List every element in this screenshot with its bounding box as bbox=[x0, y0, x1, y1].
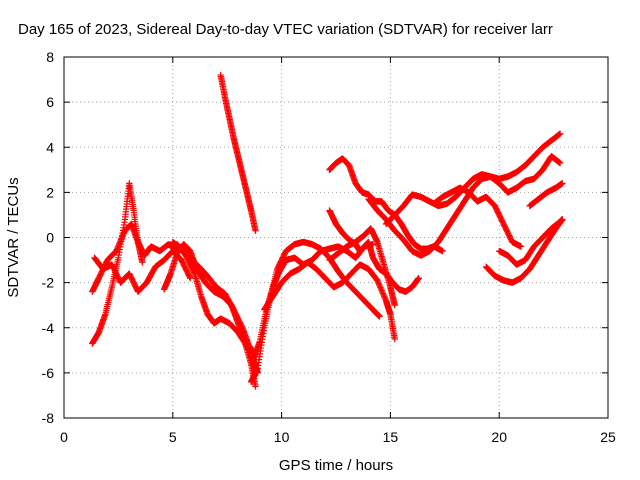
series-arc-7 bbox=[217, 71, 259, 234]
data-point-interp bbox=[374, 278, 382, 286]
data-point-interp bbox=[380, 293, 388, 300]
data-point-interp bbox=[377, 285, 385, 293]
data-point-interp bbox=[120, 230, 127, 237]
data-point-interp bbox=[116, 240, 123, 247]
x-tick-label: 20 bbox=[491, 429, 507, 445]
grid-lines bbox=[64, 57, 608, 418]
data-point-interp bbox=[114, 244, 121, 252]
data-point-interp bbox=[119, 233, 126, 240]
data-point bbox=[252, 227, 259, 234]
series-arc-16 bbox=[430, 184, 525, 250]
data-point-interp bbox=[375, 280, 382, 287]
data-point bbox=[391, 301, 398, 309]
x-tick-label: 25 bbox=[600, 429, 616, 445]
data-point-interp bbox=[376, 282, 384, 290]
x-tick-label: 5 bbox=[169, 429, 177, 445]
chart-title: Day 165 of 2023, Sidereal Day-to-day VTE… bbox=[18, 21, 553, 38]
y-tick-label: 2 bbox=[46, 184, 54, 200]
series-arc-10 bbox=[260, 259, 398, 343]
data-point-interp bbox=[378, 287, 385, 294]
data-point-interp bbox=[117, 236, 125, 243]
series-arc-14 bbox=[365, 130, 564, 259]
data-point-interp bbox=[113, 246, 121, 253]
series-arc-15 bbox=[382, 153, 564, 228]
data-point-interp bbox=[380, 291, 387, 299]
data-point-interp bbox=[115, 242, 122, 249]
data-point bbox=[376, 313, 383, 320]
data-point bbox=[113, 247, 120, 255]
series-arc-2 bbox=[89, 220, 181, 295]
data-point bbox=[517, 243, 525, 250]
y-tick-label: -6 bbox=[42, 365, 55, 381]
series-arc-12 bbox=[326, 225, 398, 309]
data-point-interp bbox=[116, 239, 124, 246]
y-tick-label: 4 bbox=[46, 139, 54, 155]
data-point-interp bbox=[376, 281, 383, 288]
data-point bbox=[252, 383, 259, 390]
series-arc-19 bbox=[526, 180, 566, 210]
data-point bbox=[559, 180, 566, 187]
data-point-interp bbox=[119, 231, 127, 239]
y-tick-label: 0 bbox=[46, 230, 54, 246]
series-arc-6 bbox=[169, 238, 259, 359]
data-point-interp bbox=[379, 288, 386, 296]
y-tick-label: 6 bbox=[46, 94, 54, 110]
series-arc-3 bbox=[91, 247, 194, 295]
y-tick-label: -4 bbox=[42, 320, 55, 336]
y-tick-label: 8 bbox=[46, 49, 54, 65]
x-axis-label: GPS time / hours bbox=[279, 457, 393, 474]
x-tick-label: 15 bbox=[383, 429, 399, 445]
data-point-interp bbox=[379, 290, 387, 297]
data-point bbox=[187, 274, 194, 282]
series-arc-18 bbox=[496, 216, 566, 268]
data-point-interp bbox=[117, 237, 124, 245]
data-point bbox=[556, 130, 564, 137]
data-point bbox=[559, 216, 566, 223]
data-point-interp bbox=[114, 243, 122, 250]
data-point-interp bbox=[381, 294, 389, 301]
data-point bbox=[556, 159, 564, 167]
data-point-interp bbox=[190, 269, 198, 276]
axis-ticks: 0 5 10 15 20 25 -8 -6 -4 -2 0 2 4 6 8 bbox=[42, 49, 616, 445]
series-arc-13 bbox=[326, 155, 446, 255]
y-axis-label: SDTVAR / TECUs bbox=[5, 177, 22, 297]
y-tick-label: -2 bbox=[42, 275, 55, 291]
x-tick-label: 10 bbox=[274, 429, 290, 445]
data-marks bbox=[89, 71, 566, 390]
data-point bbox=[391, 335, 398, 343]
data-point-interp bbox=[118, 234, 126, 242]
y-tick-label: -8 bbox=[42, 410, 55, 426]
data-point-interp bbox=[377, 284, 384, 291]
data-point bbox=[374, 277, 381, 284]
data-point bbox=[415, 274, 422, 282]
x-tick-label: 0 bbox=[60, 429, 68, 445]
data-point bbox=[139, 259, 146, 266]
data-point bbox=[439, 247, 446, 255]
data-point-interp bbox=[186, 273, 193, 281]
